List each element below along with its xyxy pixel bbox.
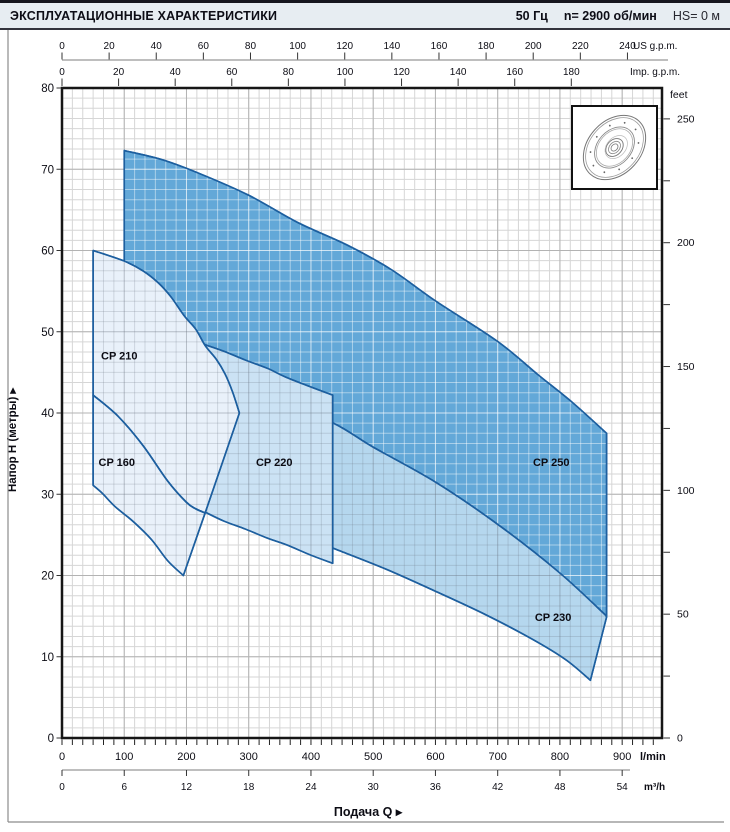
tick-label-us: 140	[384, 41, 401, 52]
tick-label-meters: 70	[41, 164, 54, 176]
header-conditions: 50 Гц n= 2900 об/мин HS= 0 м	[500, 9, 720, 23]
tick-label-m3h: 6	[121, 782, 127, 793]
tick-label-lmin: 700	[489, 751, 507, 763]
tick-label-meters: 0	[48, 733, 54, 745]
frequency-value: 50 Гц	[515, 8, 548, 23]
tick-label-meters: 60	[41, 246, 54, 258]
region-labels: CP 230 CP 250 CP 220 CP 210 CP 160	[99, 350, 572, 624]
region-outline-cp220	[204, 343, 334, 565]
speed-value: n= 2900 об/мин	[563, 8, 657, 23]
tick-label-lmin: 100	[115, 751, 133, 763]
region-label-cp160: CP 160	[99, 457, 136, 469]
tick-label-meters: 40	[41, 408, 54, 420]
tick-label-imp: 140	[450, 67, 467, 78]
tick-label-us: 80	[245, 41, 257, 52]
tick-label-meters: 80	[41, 83, 54, 95]
axis-feet: 0 50 100 150 200 250 feet	[663, 89, 695, 745]
tick-label-lmin: 500	[364, 751, 382, 763]
tick-label-feet: 150	[677, 361, 695, 373]
region-label-cp220: CP 220	[256, 457, 293, 469]
axis-unit-us-gpm: US g.p.m.	[633, 41, 677, 52]
tick-label-imp: 80	[283, 67, 295, 78]
axis-unit-imp-gpm: Imp. g.p.m.	[630, 67, 680, 78]
tick-label-us: 160	[431, 41, 448, 52]
axis-unit-m3h: m³/h	[644, 782, 665, 793]
tick-label-us: 20	[104, 41, 116, 52]
tick-label-lmin: 600	[426, 751, 444, 763]
tick-label-meters: 10	[41, 652, 54, 664]
tick-label-meters: 50	[41, 327, 54, 339]
tick-label-lmin: 800	[551, 751, 569, 763]
tick-label-imp: 180	[563, 67, 580, 78]
tick-label-us: 200	[525, 41, 542, 52]
axis-unit-lmin: l/min	[640, 751, 666, 763]
tick-label-feet: 100	[677, 485, 695, 497]
tick-label-lmin: 300	[240, 751, 258, 763]
tick-label-us: 240	[619, 41, 636, 52]
axis-unit-feet: feet	[670, 89, 688, 101]
tick-label-imp: 20	[113, 67, 125, 78]
region-outline-cp160	[92, 394, 206, 577]
region-label-cp230: CP 230	[535, 612, 572, 624]
header: ЭКСПЛУАТАЦИОННЫЕ ХАРАКТЕРИСТИКИ 50 Гц n=…	[0, 0, 730, 30]
tick-label-feet: 200	[677, 237, 695, 249]
tick-label-m3h: 0	[59, 782, 65, 793]
tick-label-m3h: 12	[181, 782, 193, 793]
page-title: ЭКСПЛУАТАЦИОННЫЕ ХАРАКТЕРИСТИКИ	[10, 8, 278, 23]
region-label-cp210: CP 210	[101, 350, 138, 362]
pump-inset-box	[571, 105, 658, 190]
axis-imp-gpm: 0 20 40 60 80 100 120 140 160 180 Imp. g.p.m.	[59, 67, 680, 86]
tick-label-m3h: 36	[430, 782, 442, 793]
tick-label-m3h: 48	[554, 782, 566, 793]
tick-label-m3h: 42	[492, 782, 504, 793]
pump-impeller-illustration	[582, 114, 647, 181]
tick-label-us: 180	[478, 41, 495, 52]
tick-label-imp: 160	[506, 67, 523, 78]
tick-label-m3h: 30	[368, 782, 380, 793]
tick-label-us: 120	[336, 41, 353, 52]
tick-label-lmin: 900	[613, 751, 631, 763]
x-axis-title: Подача Q ▸	[334, 805, 404, 819]
tick-label-m3h: 24	[305, 782, 317, 793]
axis-meters: 0 10 20 30 40 50 60 70 80 Напор H (метры) ▸	[7, 83, 61, 745]
plot-border	[60, 86, 664, 740]
tick-label-lmin: 200	[177, 751, 195, 763]
axis-m3h: 0 6 12 18 24 30 36 42 48 54 m³/h	[59, 769, 665, 793]
tick-label-us: 60	[198, 41, 210, 52]
tick-label-imp: 120	[393, 67, 410, 78]
axis-lmin: 0 100 200 300 400 500 600 700 800 900 l/min	[59, 739, 666, 763]
tick-label-meters: 30	[41, 489, 54, 501]
tick-label-m3h: 18	[243, 782, 255, 793]
tick-label-feet: 0	[677, 733, 683, 745]
tick-label-us: 40	[151, 41, 163, 52]
tick-label-imp: 60	[226, 67, 238, 78]
tick-label-m3h: 54	[617, 782, 629, 793]
tick-label-imp: 100	[337, 67, 354, 78]
tick-label-us: 0	[59, 41, 65, 52]
tick-label-us: 100	[289, 41, 306, 52]
tick-label-meters: 20	[41, 571, 54, 583]
tick-label-lmin: 400	[302, 751, 320, 763]
tick-label-feet: 50	[677, 609, 689, 621]
region-label-cp250: CP 250	[533, 457, 570, 469]
y-axis-title: Напор H (метры) ▸	[7, 387, 19, 492]
tick-label-us: 220	[572, 41, 589, 52]
tick-label-imp: 0	[59, 67, 65, 78]
suction-head-value: HS= 0 м	[672, 8, 720, 23]
tick-label-imp: 40	[170, 67, 182, 78]
tick-label-lmin: 0	[59, 751, 65, 763]
tick-label-feet: 250	[677, 113, 695, 125]
